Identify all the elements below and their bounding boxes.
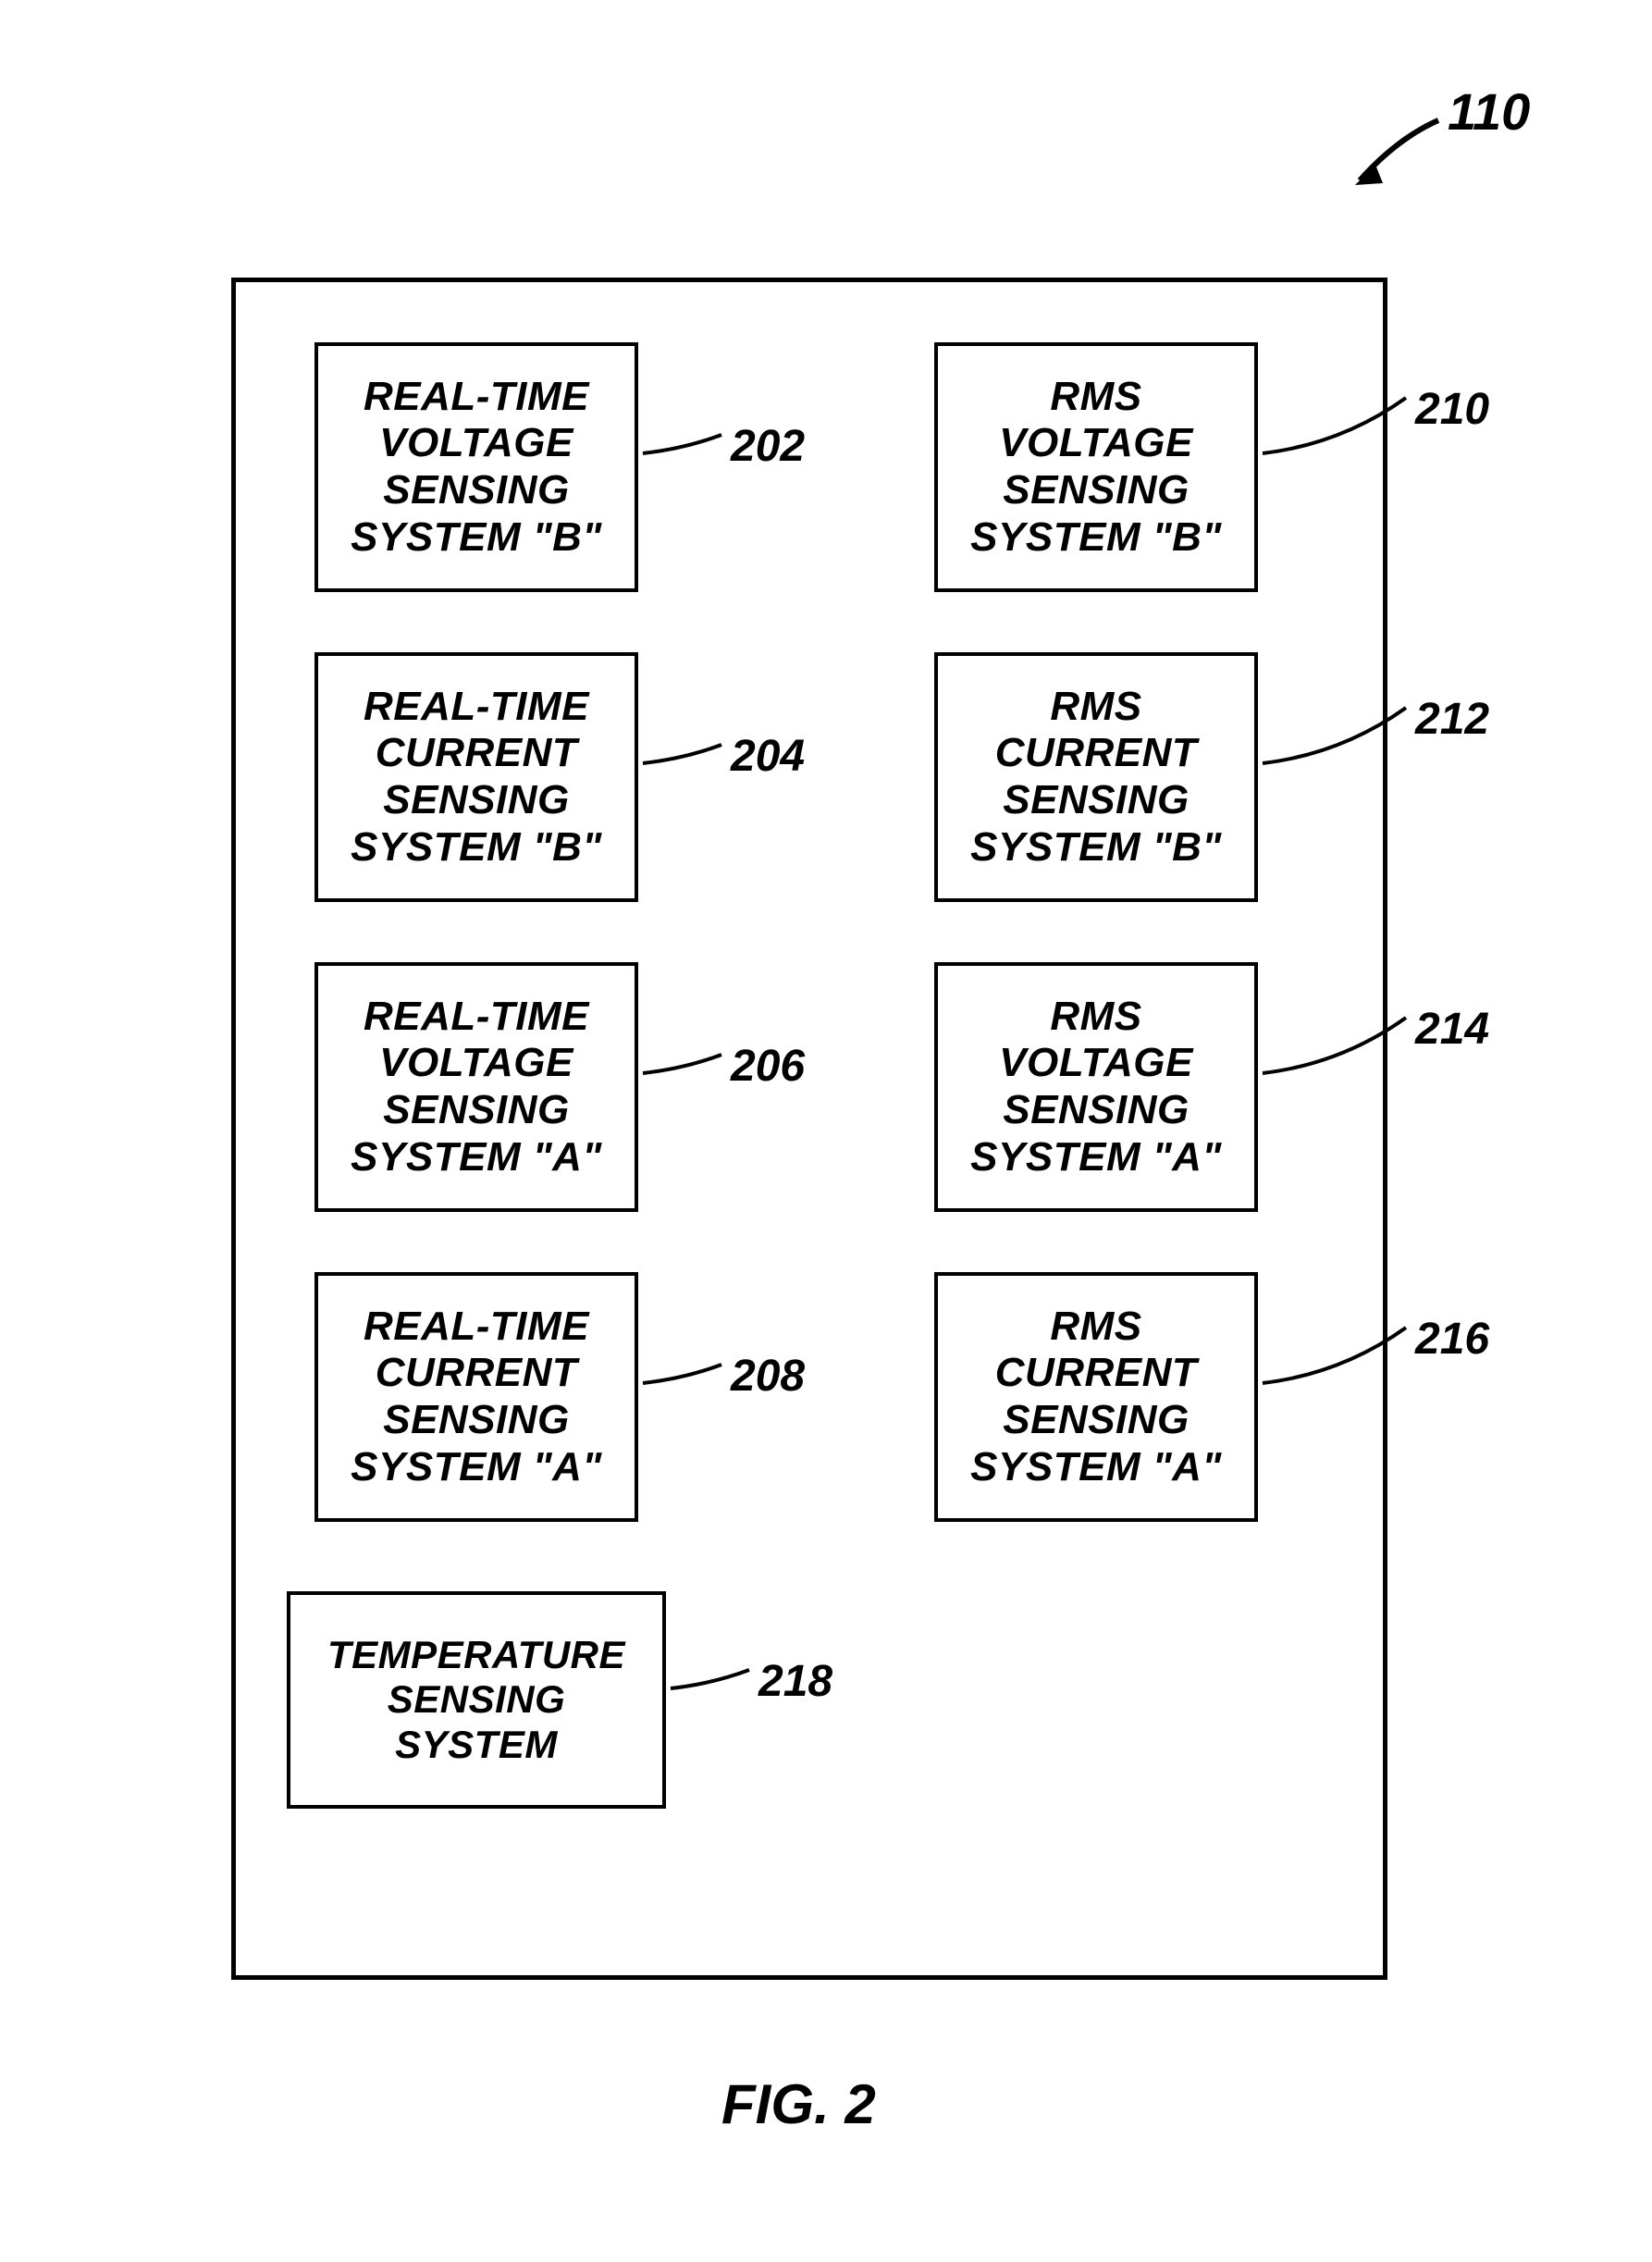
sensing-system-box-210: RMSVOLTAGESENSINGSYSTEM "B" [934,342,1258,592]
box-label-218: TEMPERATURESENSINGSYSTEM [327,1633,625,1767]
box-label-206: REAL-TIMEVOLTAGESENSINGSYSTEM "A" [351,994,602,1180]
sensing-system-box-202: REAL-TIMEVOLTAGESENSINGSYSTEM "B" [314,342,638,592]
sensing-system-box-204: REAL-TIMECURRENTSENSINGSYSTEM "B" [314,652,638,902]
ref-label-202: 202 [731,421,805,472]
ref-label-210: 210 [1415,384,1489,435]
ref-label-206: 206 [731,1041,805,1092]
box-label-216: RMSCURRENTSENSINGSYSTEM "A" [970,1304,1222,1490]
box-label-214: RMSVOLTAGESENSINGSYSTEM "A" [970,994,1222,1180]
sensing-system-box-212: RMSCURRENTSENSINGSYSTEM "B" [934,652,1258,902]
ref-label-204: 204 [731,731,805,782]
ref-label-212: 212 [1415,694,1489,745]
box-label-202: REAL-TIMEVOLTAGESENSINGSYSTEM "B" [351,374,602,561]
sensing-system-box-208: REAL-TIMECURRENTSENSINGSYSTEM "A" [314,1272,638,1522]
box-label-204: REAL-TIMECURRENTSENSINGSYSTEM "B" [351,684,602,871]
ref-label-208: 208 [731,1351,805,1402]
sensing-system-box-216: RMSCURRENTSENSINGSYSTEM "A" [934,1272,1258,1522]
figure-caption: FIG. 2 [721,2072,876,2136]
sensing-system-box-214: RMSVOLTAGESENSINGSYSTEM "A" [934,962,1258,1212]
ref-label-214: 214 [1415,1004,1489,1055]
sensing-system-box-218: TEMPERATURESENSINGSYSTEM [287,1591,666,1809]
ref-label-216: 216 [1415,1314,1489,1365]
ref-label-218: 218 [758,1656,832,1707]
box-label-208: REAL-TIMECURRENTSENSINGSYSTEM "A" [351,1304,602,1490]
sensing-system-box-206: REAL-TIMEVOLTAGESENSINGSYSTEM "A" [314,962,638,1212]
main-ref-label: 110 [1448,81,1530,142]
box-label-212: RMSCURRENTSENSINGSYSTEM "B" [970,684,1222,871]
box-label-210: RMSVOLTAGESENSINGSYSTEM "B" [970,374,1222,561]
